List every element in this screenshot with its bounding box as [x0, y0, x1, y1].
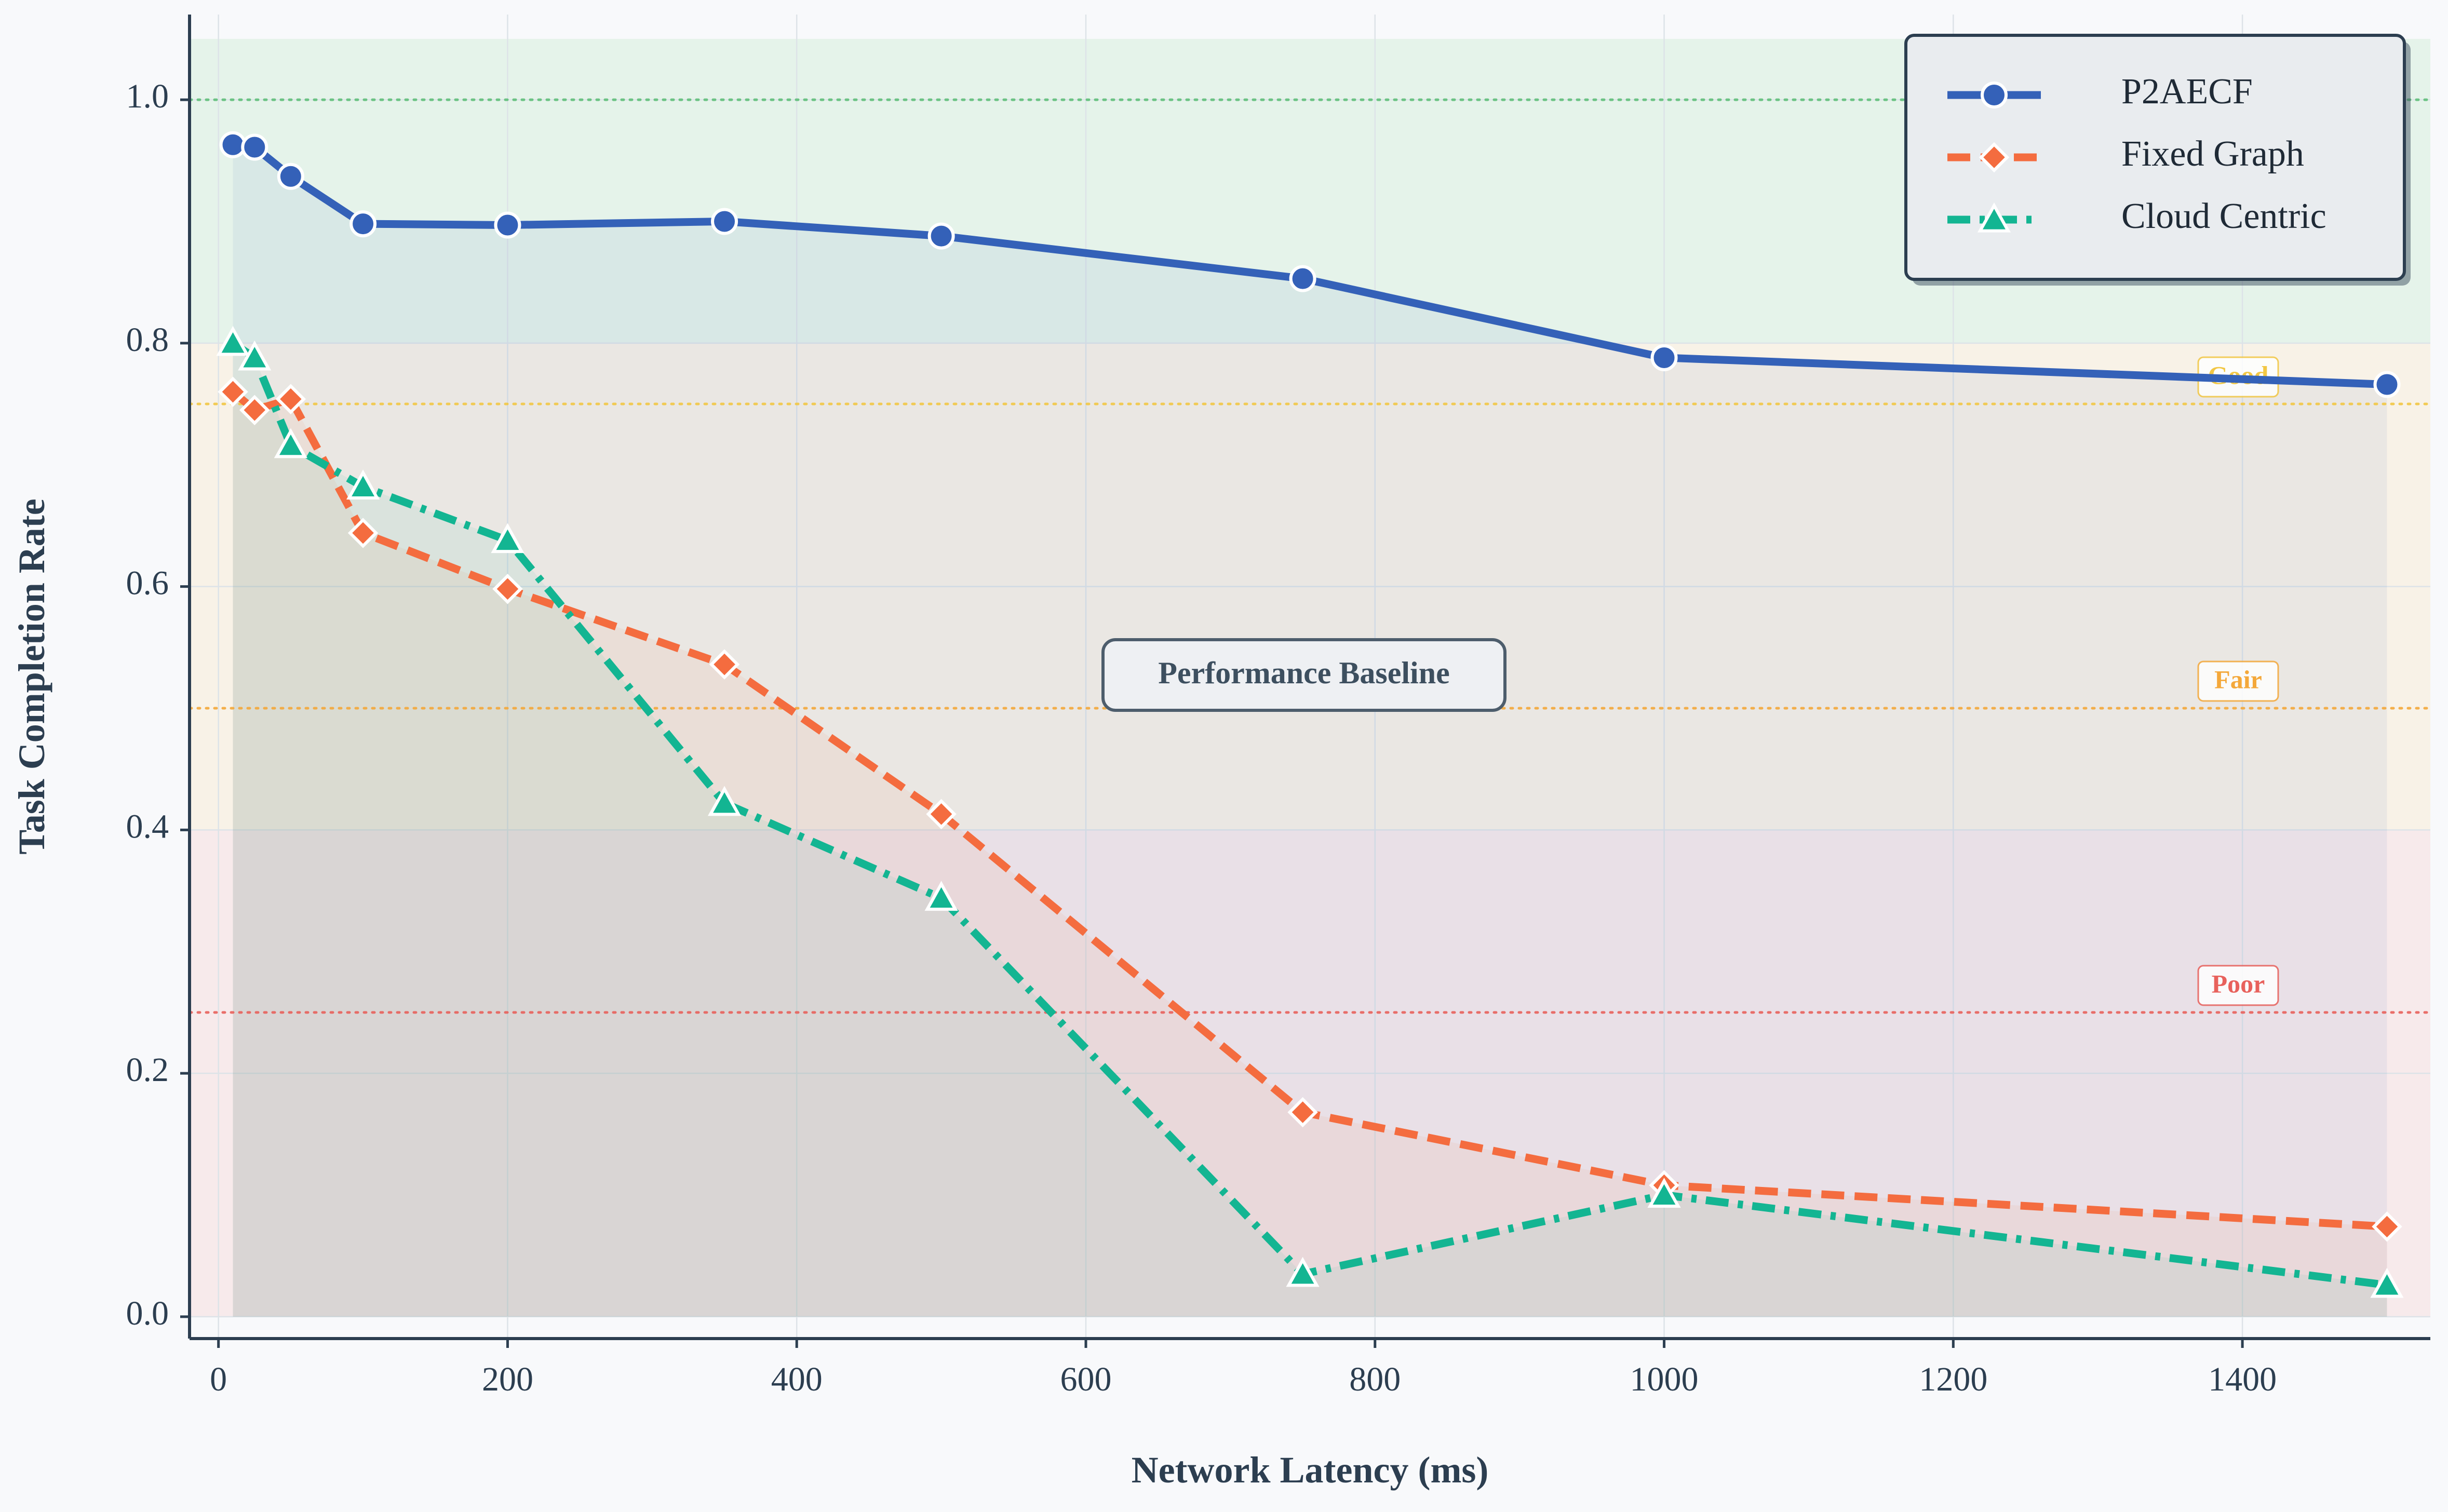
x-tick-label-3: 600 — [1060, 1360, 1112, 1398]
legend-marker-0 — [1981, 82, 2008, 109]
y-tick-label-0: 0.0 — [126, 1294, 169, 1332]
series-fill-0 — [233, 144, 2387, 1317]
x-tick-label-2: 400 — [771, 1360, 823, 1398]
series-1-point-9 — [2372, 1211, 2402, 1242]
series-1-point-4 — [492, 574, 523, 604]
series-0-point-2 — [277, 163, 304, 190]
series-lines — [216, 131, 2404, 1298]
series-0-point-7 — [1289, 265, 1316, 292]
x-tick-label-5: 1000 — [1630, 1360, 1699, 1398]
series-1-point-7 — [1287, 1097, 1318, 1128]
series-2-point-2 — [274, 428, 307, 458]
x-tick-label-0: 0 — [210, 1360, 227, 1398]
series-0-point-8 — [1650, 344, 1678, 371]
series-line-1 — [230, 388, 2387, 1231]
series-1-point-3 — [347, 518, 379, 548]
series-0 — [219, 131, 2401, 398]
series-1-point-6 — [926, 799, 957, 830]
legend-marker-2 — [1977, 202, 2011, 233]
zone-label-box-3 — [2197, 965, 2279, 1006]
y-tick-label-1: 0.2 — [126, 1051, 169, 1089]
axes: 0 200 400 600 800 1000 1200 1400 0.0 0.2 0.4 0.6 0.8… — [11, 15, 2430, 1491]
y-tick-label-5: 1.0 — [126, 77, 169, 115]
series-2-point-9 — [2370, 1267, 2404, 1298]
series-2-point-4 — [491, 523, 524, 554]
legend-label-1: Fixed Graph — [2121, 134, 2304, 174]
annotations: Performance Baseline — [1101, 638, 1507, 712]
series-2-point-3 — [346, 469, 380, 500]
series-line-2 — [231, 340, 2388, 1289]
annotation-text: Performance Baseline — [1158, 656, 1449, 690]
x-tick-label-1: 200 — [482, 1360, 533, 1398]
series-0-point-6 — [927, 222, 955, 250]
legend: P2AECF Fixed Graph Cloud Centric — [1904, 34, 2411, 286]
legend-label-2: Cloud Centric — [2121, 196, 2326, 236]
series-2-point-7 — [1286, 1257, 1320, 1287]
series-0-point-0 — [219, 131, 247, 158]
series-1-point-5 — [709, 649, 740, 680]
series-2 — [216, 326, 2404, 1298]
x-axis-title: Network Latency (ms) — [1132, 1449, 1489, 1491]
series-0-point-3 — [349, 210, 377, 238]
y-axis-title: Task Completion Rate — [11, 498, 52, 854]
y-tick-label-2: 0.4 — [126, 807, 169, 845]
series-line-0 — [232, 141, 2387, 388]
legend-label-0: P2AECF — [2121, 72, 2253, 112]
series-1-point-0 — [218, 376, 248, 407]
series-1-point-1 — [239, 395, 270, 425]
series-0-point-9 — [2373, 371, 2401, 398]
zone-label-2: Fair — [2214, 665, 2262, 694]
y-tick-label-3: 0.6 — [126, 564, 169, 602]
zone-label-box-2 — [2197, 660, 2279, 702]
series-0-point-5 — [711, 208, 738, 235]
series-fills — [233, 144, 2387, 1317]
series-2-point-6 — [924, 881, 958, 911]
series-fill-1 — [233, 392, 2387, 1317]
series-2-point-1 — [238, 340, 272, 371]
series-1-point-2 — [275, 384, 306, 414]
series-0-point-1 — [241, 133, 268, 161]
x-tick-label-6: 1200 — [1919, 1360, 1987, 1398]
series-2-point-5 — [707, 786, 742, 816]
series-fill-2 — [233, 343, 2387, 1317]
series-2-point-8 — [1647, 1178, 1681, 1208]
legend-marker-1 — [1979, 142, 2010, 173]
series-1 — [218, 376, 2402, 1242]
y-tick-label-4: 0.8 — [126, 321, 169, 359]
series-2-point-0 — [216, 326, 250, 356]
x-tick-label-4: 800 — [1349, 1360, 1401, 1398]
zone-label-3: Poor — [2212, 969, 2265, 998]
series-0-point-4 — [494, 211, 521, 239]
x-tick-label-7: 1400 — [2208, 1360, 2277, 1398]
annotation-box — [1101, 638, 1507, 712]
